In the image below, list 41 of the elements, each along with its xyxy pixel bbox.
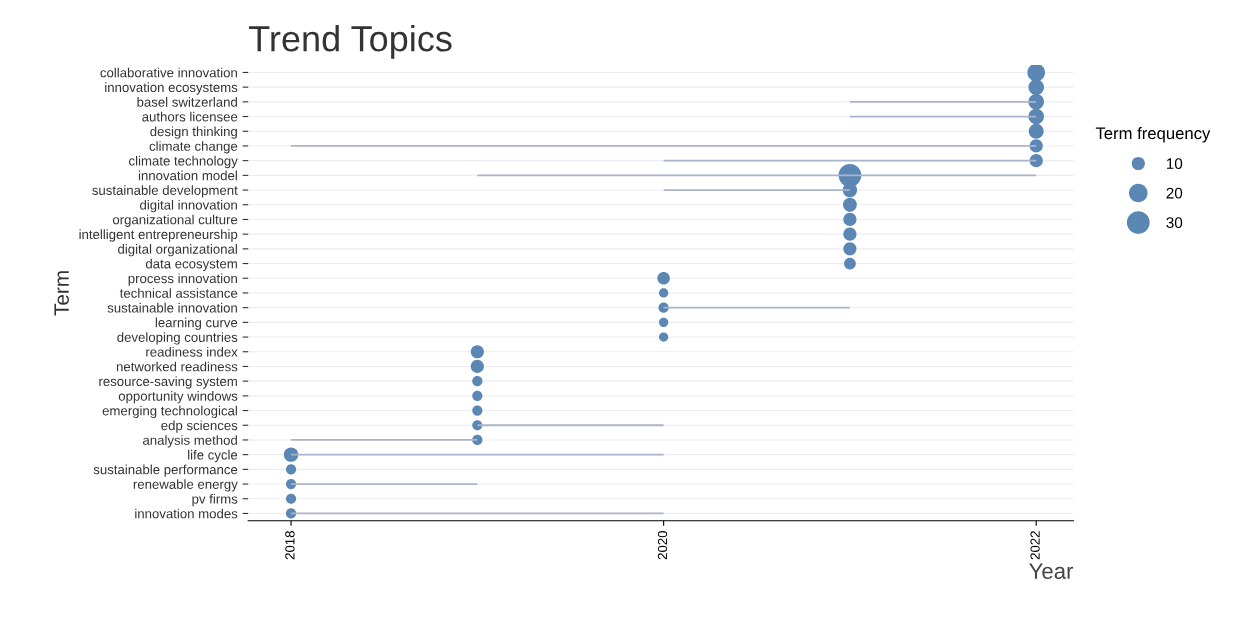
y-tick-label: networked readiness [116, 361, 238, 372]
y-tick-label: emerging technological [102, 405, 237, 419]
x-axis-title: Year [1029, 563, 1074, 579]
y-tick-label: innovation ecosystems [105, 82, 238, 95]
y-tick-label: life cycle [188, 449, 238, 463]
y-tick-label: process innovation [128, 273, 237, 286]
x-tick-label: 2022 [1030, 531, 1040, 560]
y-tick-label: collaborative innovation [100, 67, 237, 78]
y-tick-label: renewable energy [133, 479, 238, 492]
y-tick-label: pv firms [192, 493, 238, 507]
x-tick-label: 2020 [657, 531, 668, 560]
y-tick-label: digital organizational [118, 244, 237, 257]
y-tick-label: climate technology [129, 155, 238, 169]
y-tick-label: climate change [149, 141, 238, 154]
y-tick-label: developing countries [117, 332, 238, 345]
y-tick-label: innovation model [138, 170, 237, 181]
y-tick-label: technical assistance [119, 288, 238, 298]
legend-title: Term frequency [1095, 127, 1211, 143]
y-tick-label: sustainable innovation [107, 302, 237, 313]
y-tick-label: learning curve [155, 317, 238, 330]
legend-label: 10 [1166, 158, 1183, 170]
x-tick-label: 2018 [285, 531, 295, 560]
y-tick-label: authors licensee [142, 111, 238, 122]
y-tick-label: edp sciences [161, 420, 238, 433]
y-tick-label: data ecosystem [145, 258, 237, 272]
y-tick-label: intelligent entrepreneurship [79, 229, 238, 242]
y-tick-label: sustainable development [92, 185, 238, 198]
y-tick-label: opportunity windows [118, 391, 238, 404]
y-tick-label: basel switzerland [137, 97, 237, 107]
chart-title: Trend Topics [249, 25, 452, 59]
legend-label: 30 [1166, 217, 1183, 229]
legend-label: 20 [1166, 187, 1183, 199]
y-tick-label: organizational culture [112, 214, 238, 227]
y-tick-label: sustainable performance [93, 464, 238, 477]
y-tick-label: analysis method [143, 435, 237, 448]
y-axis-title: Term [54, 271, 69, 316]
y-tick-label: innovation modes [135, 508, 238, 519]
y-tick-label: resource-saving system [99, 376, 237, 389]
y-tick-label: design thinking [150, 126, 237, 139]
y-tick-label: digital innovation [140, 199, 237, 213]
y-tick-label: readiness index [146, 346, 238, 357]
